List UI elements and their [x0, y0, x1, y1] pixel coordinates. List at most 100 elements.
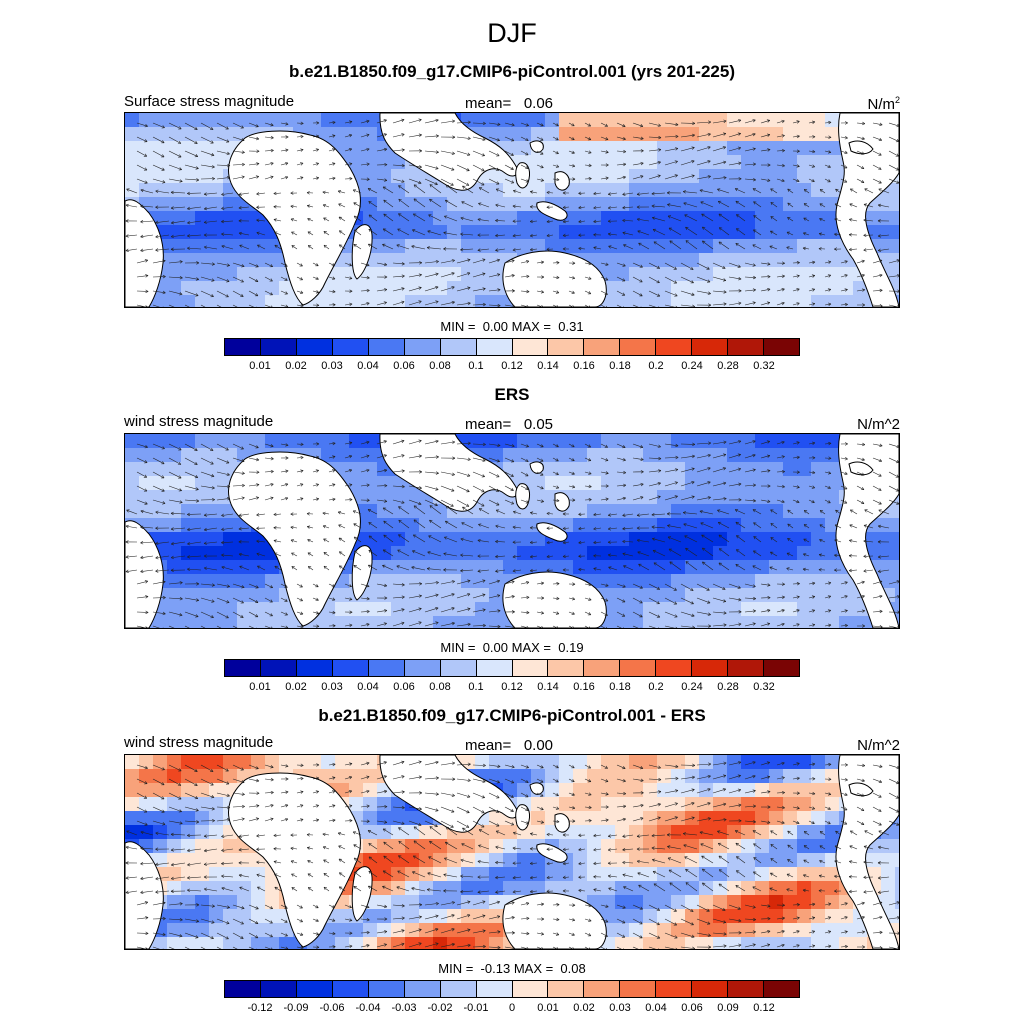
panel-3-colorbar-ticks: -0.12 -0.09 -0.06 -0.04 -0.03 -0.02 -0.01 0 0.01…	[224, 1002, 800, 1016]
panel-2-mean: mean= 0.05	[465, 416, 554, 433]
colorbar-swatch	[620, 660, 657, 676]
panel-3-variable-label: wind stress magnitude	[124, 734, 274, 751]
colorbar-tick-label: -0.03	[391, 1002, 417, 1014]
colorbar-tick-label: 0	[508, 1002, 516, 1014]
colorbar-tick-label: 0.24	[681, 681, 703, 693]
colorbar-swatch	[692, 981, 729, 997]
panel-1-title: b.e21.B1850.f09_g17.CMIP6-piControl.001 …	[289, 62, 735, 81]
colorbar-swatch	[296, 660, 333, 676]
panel-2-map	[124, 433, 900, 629]
colorbar-swatch	[584, 981, 621, 997]
colorbar-tick-label: 0.03	[321, 360, 343, 372]
colorbar-tick-label: -0.01	[463, 1002, 489, 1014]
colorbar-tick-label: -0.12	[247, 1002, 273, 1014]
colorbar-swatch	[404, 660, 441, 676]
colorbar-swatch	[656, 660, 693, 676]
panel-3-minmax: MIN = -0.13 MAX = 0.08	[438, 961, 586, 976]
colorbar-tick-label: 0.32	[753, 360, 775, 372]
colorbar-swatch	[656, 981, 693, 997]
colorbar-swatch	[512, 981, 549, 997]
colorbar-swatch	[656, 339, 693, 355]
colorbar-swatch	[225, 660, 261, 676]
panel-1-colorbar-ticks: 0.01 0.02 0.03 0.04 0.06 0.08 0.1 0.12 0.14 0.16 0…	[224, 360, 800, 374]
colorbar-tick-label: 0.06	[681, 1002, 703, 1014]
colorbar-tick-label: -0.06	[319, 1002, 345, 1014]
colorbar-tick-label: -0.04	[355, 1002, 381, 1014]
colorbar-swatch	[440, 660, 477, 676]
colorbar-swatch	[476, 660, 513, 676]
colorbar-tick-label: 0.18	[609, 360, 631, 372]
colorbar-swatch	[692, 339, 729, 355]
colorbar-swatch	[476, 339, 513, 355]
colorbar-swatch	[404, 981, 441, 997]
colorbar-swatch	[332, 981, 369, 997]
panel-2-colorbar	[224, 659, 800, 677]
colorbar-tick-label: 0.06	[393, 360, 415, 372]
colorbar-tick-label: 0.08	[429, 681, 451, 693]
colorbar-swatch	[296, 981, 333, 997]
colorbar-swatch	[476, 981, 513, 997]
colorbar-swatch	[548, 660, 585, 676]
colorbar-swatch	[584, 660, 621, 676]
colorbar-swatch	[728, 339, 765, 355]
colorbar-tick-label: 0.04	[357, 681, 379, 693]
colorbar-swatch	[332, 339, 369, 355]
colorbar-swatch	[764, 660, 799, 676]
colorbar-tick-label: 0.2	[648, 360, 664, 372]
colorbar-tick-label: 0.2	[648, 681, 664, 693]
colorbar-swatch	[368, 660, 405, 676]
colorbar-tick-label: 0.24	[681, 360, 703, 372]
panel-1-minmax: MIN = 0.00 MAX = 0.31	[440, 319, 584, 334]
panel-1-variable-label: Surface stress magnitude	[124, 93, 295, 110]
colorbar-tick-label: 0.01	[249, 681, 271, 693]
colorbar-swatch	[512, 660, 549, 676]
wind-vectors	[125, 118, 899, 307]
panel-3-title: b.e21.B1850.f09_g17.CMIP6-piControl.001 …	[318, 706, 706, 725]
colorbar-tick-label: 0.12	[501, 681, 523, 693]
colorbar-tick-label: 0.18	[609, 681, 631, 693]
panel-1-units: N/m2	[867, 95, 900, 113]
colorbar-tick-label: 0.14	[537, 681, 559, 693]
colorbar-tick-label: 0.28	[717, 681, 739, 693]
colorbar-swatch	[368, 981, 405, 997]
panel-1-map-svg	[125, 113, 899, 307]
colorbar-tick-label: -0.09	[283, 1002, 309, 1014]
colorbar-tick-label: 0.1	[468, 360, 484, 372]
colorbar-tick-label: 0.12	[753, 1002, 775, 1014]
colorbar-tick-label: 0.04	[645, 1002, 667, 1014]
colorbar-swatch	[296, 339, 333, 355]
panel-3-map	[124, 754, 900, 950]
colorbar-tick-label: 0.04	[357, 360, 379, 372]
colorbar-swatch	[260, 660, 297, 676]
colorbar-tick-label: 0.01	[537, 1002, 559, 1014]
colorbar-swatch	[584, 339, 621, 355]
colorbar-tick-label: 0.02	[285, 681, 307, 693]
colorbar-swatch	[548, 981, 585, 997]
colorbar-swatch	[225, 981, 261, 997]
colorbar-swatch	[225, 339, 261, 355]
panel-2-title: ERS	[494, 385, 530, 404]
colorbar-swatch	[764, 339, 799, 355]
colorbar-swatch	[512, 339, 549, 355]
colorbar-swatch	[332, 660, 369, 676]
colorbar-tick-label: 0.32	[753, 681, 775, 693]
colorbar-tick-label: 0.02	[285, 360, 307, 372]
colorbar-swatch	[260, 981, 297, 997]
panel-3-colorbar	[224, 980, 800, 998]
colorbar-swatch	[692, 660, 729, 676]
colorbar-swatch	[728, 981, 765, 997]
colorbar-tick-label: 0.16	[573, 360, 595, 372]
colorbar-tick-label: 0.09	[717, 1002, 739, 1014]
panel-3-map-svg	[125, 755, 899, 949]
colorbar-swatch	[404, 339, 441, 355]
colorbar-tick-label: 0.14	[537, 360, 559, 372]
colorbar-tick-label: 0.03	[321, 681, 343, 693]
figure-title: DJF	[487, 18, 537, 48]
colorbar-swatch	[764, 981, 799, 997]
panel-2-units: N/m^2	[857, 416, 900, 433]
colorbar-tick-label: 0.16	[573, 681, 595, 693]
panel-2-variable-label: wind stress magnitude	[124, 413, 274, 430]
panel-2-colorbar-ticks: 0.01 0.02 0.03 0.04 0.06 0.08 0.1 0.12 0.14 0.16 0…	[224, 681, 800, 695]
land-mask	[125, 755, 899, 949]
panel-3-units: N/m^2	[857, 737, 900, 754]
